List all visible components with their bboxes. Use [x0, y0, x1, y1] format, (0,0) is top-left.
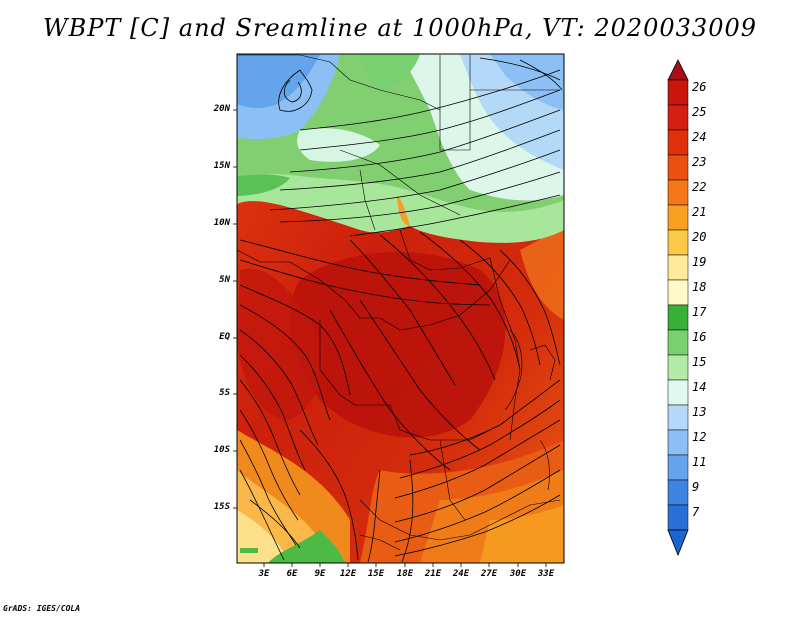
colorbar-swatch — [667, 404, 689, 431]
colorbar — [667, 59, 689, 557]
colorbar-swatch — [667, 329, 689, 356]
lat-label: EQ — [219, 332, 230, 342]
colorbar-min-arrow — [667, 529, 689, 557]
colorbar-swatch — [667, 429, 689, 456]
lon-label: 33E — [537, 569, 555, 579]
lon-label: 24E — [452, 569, 470, 579]
map-frame — [236, 53, 565, 564]
wbpt-shading — [237, 54, 564, 563]
colorbar-label: 17 — [692, 305, 707, 319]
colorbar-swatch — [667, 504, 689, 531]
lon-label: 12E — [339, 569, 357, 579]
colorbar-swatch — [667, 279, 689, 306]
colorbar-swatch — [667, 179, 689, 206]
colorbar-swatch — [667, 79, 689, 106]
lat-label: 10N — [213, 218, 230, 228]
colorbar-label: 7 — [692, 505, 700, 519]
colorbar-label: 25 — [692, 105, 707, 119]
colorbar-label: 14 — [692, 380, 707, 394]
colorbar-label: 11 — [692, 455, 707, 469]
axis-ticks — [233, 109, 547, 567]
lon-label: 15E — [367, 569, 385, 579]
colorbar-swatch — [667, 479, 689, 506]
lat-label: 5S — [219, 388, 230, 398]
colorbar-swatch — [667, 204, 689, 231]
colorbar-swatch — [667, 304, 689, 331]
lon-label: 9E — [314, 569, 326, 579]
colorbar-swatch — [667, 454, 689, 481]
lon-label: 6E — [286, 569, 298, 579]
colorbar-label: 18 — [692, 280, 707, 294]
lat-label: 20N — [213, 104, 230, 114]
colorbar-max-arrow — [667, 59, 689, 81]
colorbar-label: 13 — [692, 405, 707, 419]
lat-label: 5N — [219, 275, 230, 285]
colorbar-swatch — [667, 354, 689, 381]
colorbar-label: 24 — [692, 130, 707, 144]
lat-label: 15S — [213, 502, 230, 512]
lon-label: 27E — [480, 569, 498, 579]
lon-label: 3E — [258, 569, 270, 579]
colorbar-label: 21 — [692, 205, 707, 219]
map-title: WBPT [C] and Sreamline at 1000hPa, VT: 2… — [42, 14, 758, 42]
country-boundaries — [237, 54, 561, 551]
colorbar-swatch — [667, 229, 689, 256]
colorbar-label: 26 — [692, 80, 707, 94]
lon-label: 18E — [396, 569, 414, 579]
colorbar-label: 9 — [692, 480, 700, 494]
streamlines — [239, 57, 563, 563]
colorbar-label: 16 — [692, 330, 707, 344]
colorbar-swatch — [667, 379, 689, 406]
colorbar-swatch — [667, 154, 689, 181]
colorbar-label: 23 — [692, 155, 707, 169]
colorbar-swatch — [667, 129, 689, 156]
lon-label: 30E — [509, 569, 527, 579]
lat-label: 10S — [213, 445, 230, 455]
colorbar-swatch — [667, 104, 689, 131]
colorbar-label: 12 — [692, 430, 707, 444]
credit-text: GrADS: IGES/COLA — [3, 604, 81, 613]
lat-label: 15N — [213, 161, 230, 171]
colorbar-label: 19 — [692, 255, 707, 269]
colorbar-swatch — [667, 254, 689, 281]
colorbar-label: 20 — [692, 230, 707, 244]
colorbar-label: 22 — [692, 180, 707, 194]
colorbar-label: 15 — [692, 355, 707, 369]
lon-label: 21E — [424, 569, 442, 579]
